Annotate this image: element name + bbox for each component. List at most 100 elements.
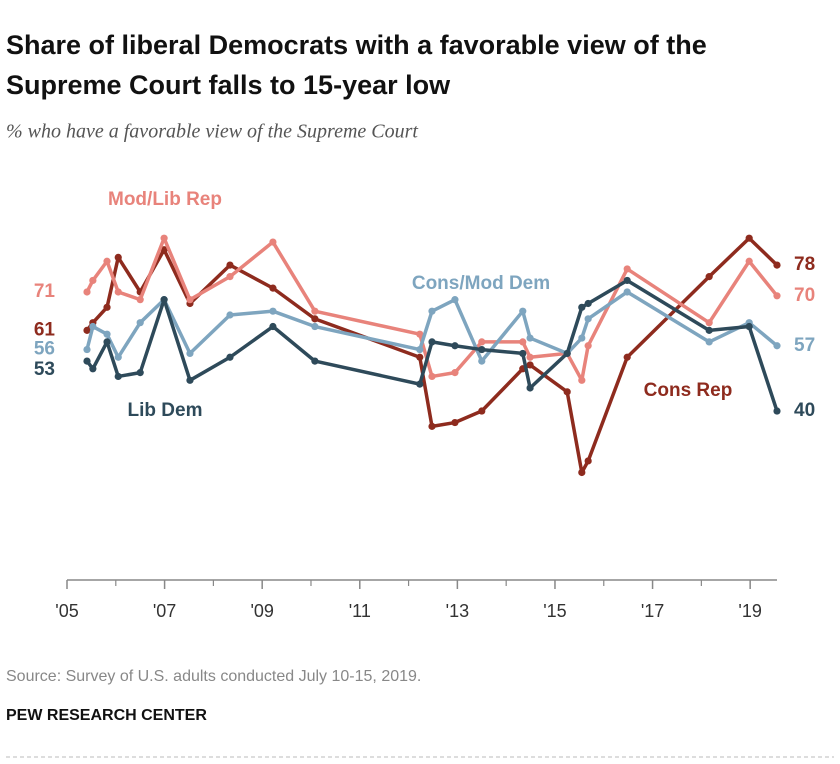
- start-label: 56: [34, 339, 55, 360]
- data-point: [519, 307, 527, 315]
- data-point: [136, 319, 144, 327]
- data-point: [623, 265, 631, 273]
- data-point: [526, 353, 534, 361]
- data-point: [311, 315, 319, 323]
- data-point: [89, 365, 97, 373]
- data-point: [226, 311, 234, 319]
- data-point: [83, 345, 91, 354]
- data-point: [773, 407, 781, 415]
- data-point: [226, 273, 234, 281]
- x-tick-label: '13: [446, 601, 469, 621]
- data-point: [578, 468, 586, 477]
- data-point: [103, 257, 111, 265]
- data-point: [526, 361, 534, 369]
- data-point: [578, 334, 586, 342]
- data-point: [226, 261, 234, 269]
- data-point: [563, 349, 571, 358]
- data-point: [416, 330, 424, 338]
- data-point: [160, 296, 168, 304]
- data-point: [526, 334, 534, 342]
- source-note: Source: Survey of U.S. adults conducted …: [6, 668, 421, 685]
- data-point: [311, 357, 319, 365]
- x-tick-label: '19: [738, 601, 761, 621]
- data-point: [186, 376, 194, 384]
- chart-subtitle: % who have a favorable view of the Supre…: [6, 121, 418, 143]
- data-point: [114, 288, 122, 296]
- data-point: [269, 238, 277, 246]
- data-point: [416, 353, 424, 361]
- data-point: [103, 303, 111, 311]
- data-point: [186, 296, 194, 304]
- series-label: Mod/Lib Rep: [108, 189, 222, 210]
- data-point: [428, 307, 436, 315]
- data-point: [478, 345, 486, 354]
- data-point: [89, 322, 97, 331]
- x-tick-label: '17: [641, 601, 664, 621]
- data-point: [103, 338, 111, 346]
- data-point: [226, 353, 234, 361]
- chart-title: Share of liberal Democrats with a favora…: [6, 30, 707, 100]
- data-point: [451, 296, 459, 304]
- x-tick-label: '09: [250, 601, 273, 621]
- start-label: 61: [34, 319, 56, 340]
- data-point: [428, 338, 436, 346]
- data-point: [773, 261, 781, 269]
- data-point: [584, 457, 592, 465]
- data-point: [451, 418, 459, 427]
- data-point: [269, 284, 277, 292]
- data-point: [578, 376, 586, 384]
- data-point: [451, 342, 459, 350]
- data-point: [705, 273, 713, 281]
- data-point: [83, 357, 91, 365]
- data-point: [160, 234, 168, 242]
- data-point: [584, 299, 592, 308]
- x-tick-label: '07: [153, 601, 176, 621]
- x-tick-label: '11: [349, 601, 371, 621]
- data-point: [623, 276, 631, 285]
- data-point: [160, 246, 168, 254]
- data-point: [114, 372, 122, 381]
- data-point: [428, 372, 436, 381]
- end-label: 40: [794, 400, 815, 421]
- data-point: [563, 388, 571, 396]
- data-point: [416, 345, 424, 354]
- x-tick-label: '15: [543, 601, 566, 621]
- data-point: [705, 338, 713, 346]
- data-point: [136, 369, 144, 377]
- data-point: [519, 338, 527, 346]
- data-point: [114, 353, 122, 361]
- end-label: 78: [794, 254, 815, 275]
- data-point: [416, 380, 424, 388]
- series-label: Cons/Mod Dem: [412, 273, 550, 294]
- x-tick-label: '05: [55, 601, 78, 621]
- data-point: [478, 338, 486, 346]
- end-label: 57: [794, 335, 815, 356]
- data-point: [705, 326, 713, 334]
- data-point: [745, 234, 753, 242]
- data-point: [584, 342, 592, 350]
- data-point: [451, 369, 459, 377]
- data-point: [478, 357, 486, 365]
- data-point: [83, 288, 91, 296]
- data-point: [526, 384, 534, 392]
- credit: PEW RESEARCH CENTER: [6, 707, 207, 724]
- data-point: [89, 276, 97, 285]
- data-point: [745, 257, 753, 265]
- data-point: [269, 322, 277, 331]
- data-point: [136, 296, 144, 304]
- data-point: [269, 307, 277, 315]
- series-label: Cons Rep: [644, 380, 733, 401]
- data-point: [578, 303, 586, 311]
- data-point: [623, 353, 631, 361]
- data-point: [83, 326, 91, 334]
- data-point: [773, 342, 781, 350]
- data-point: [311, 307, 319, 315]
- data-point: [519, 349, 527, 358]
- data-point: [103, 330, 111, 338]
- data-point: [478, 407, 486, 415]
- start-label: 53: [34, 359, 55, 380]
- data-point: [705, 319, 713, 327]
- data-point: [186, 349, 194, 358]
